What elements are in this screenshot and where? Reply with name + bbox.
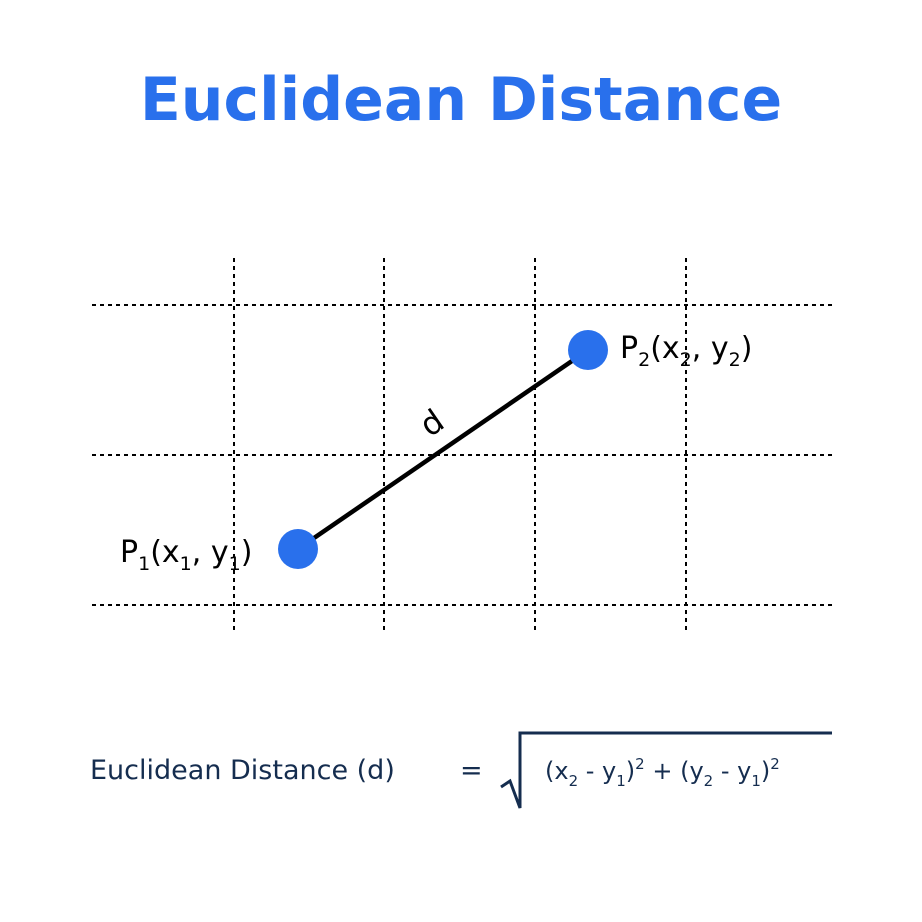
- formula-expression: (x2 - y1)2 + (y2 - y1)2: [545, 755, 780, 790]
- formula-label: Euclidean Distance (d): [90, 755, 395, 786]
- point-p1-label: P1(x1, y1): [120, 535, 252, 575]
- point-p2-label: P2(x2, y2): [620, 331, 752, 371]
- point-p2: [568, 330, 608, 370]
- dotted-grid: [92, 258, 832, 630]
- distance-segment: [298, 350, 588, 549]
- page-title: Euclidean Distance: [140, 65, 782, 135]
- point-p1: [278, 529, 318, 569]
- distance-label: d: [413, 402, 451, 445]
- formula-equals: =: [460, 755, 483, 786]
